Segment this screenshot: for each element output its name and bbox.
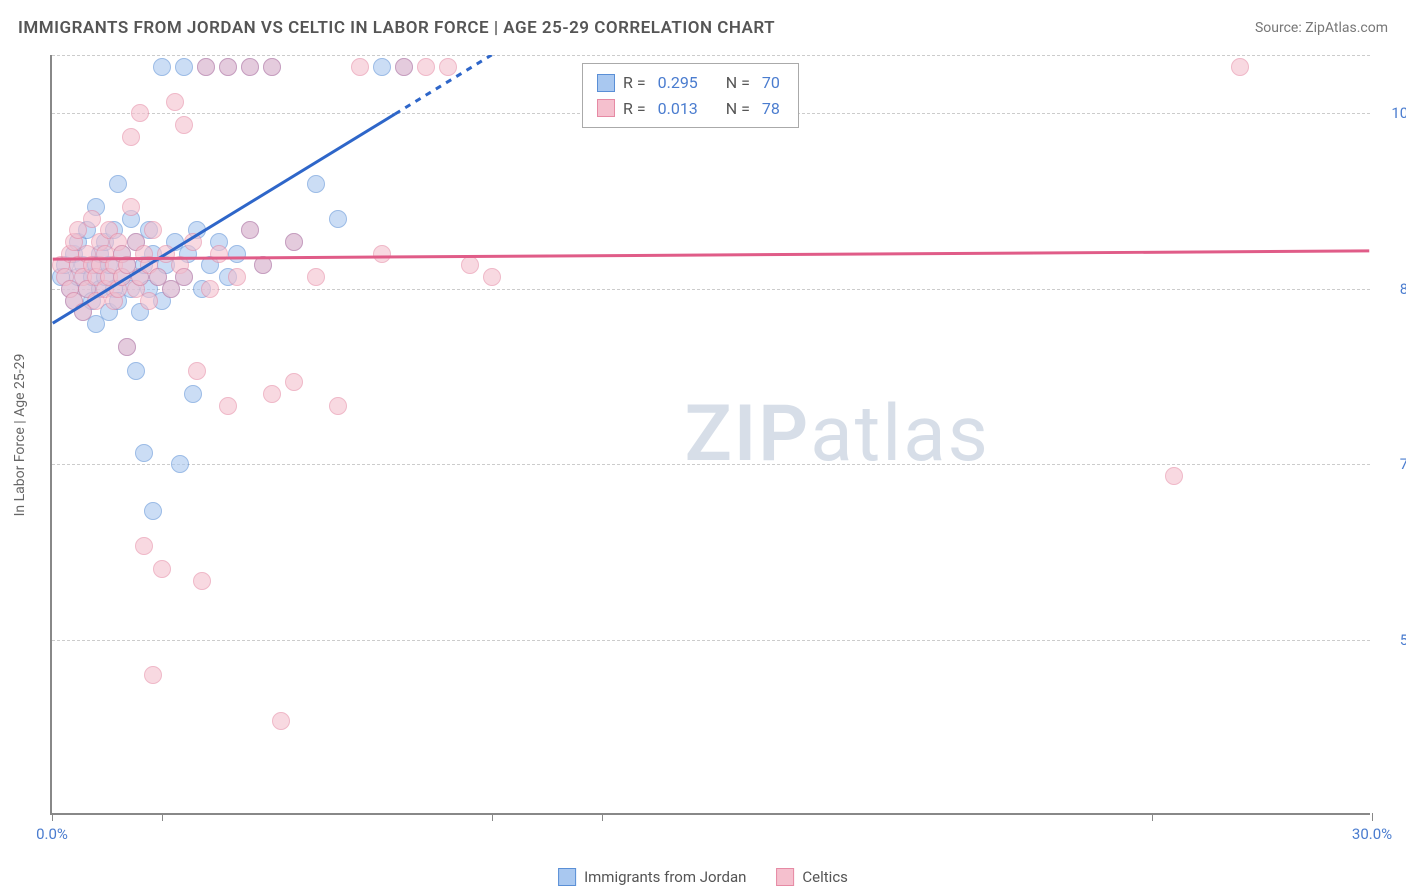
data-point-series-1 xyxy=(175,268,193,286)
r-value-0: 0.295 xyxy=(658,70,698,96)
data-point-series-1 xyxy=(483,268,501,286)
data-point-series-1 xyxy=(461,256,479,274)
x-tick xyxy=(52,813,53,821)
data-point-series-1 xyxy=(122,128,140,146)
data-point-series-0 xyxy=(329,210,347,228)
data-point-series-1 xyxy=(285,233,303,251)
x-tick-label: 0.0% xyxy=(36,825,68,843)
x-tick xyxy=(1152,813,1153,821)
trendlines-svg xyxy=(52,55,1370,813)
data-point-series-1 xyxy=(219,397,237,415)
stats-legend-row-1: R = 0.013 N = 78 xyxy=(597,96,784,122)
source-prefix: Source: xyxy=(1255,20,1305,36)
x-tick xyxy=(492,813,493,821)
watermark: ZIPatlas xyxy=(685,389,990,480)
data-point-series-1 xyxy=(263,385,281,403)
bottom-legend-item-1: Celtics xyxy=(776,868,848,886)
data-point-series-0 xyxy=(144,502,162,520)
data-point-series-1 xyxy=(188,362,206,380)
swatch-series-1-icon xyxy=(776,868,794,886)
data-point-series-1 xyxy=(210,245,228,263)
data-point-series-0 xyxy=(175,58,193,76)
gridline-h xyxy=(52,289,1370,290)
chart-title: IMMIGRANTS FROM JORDAN VS CELTIC IN LABO… xyxy=(18,18,775,38)
data-point-series-1 xyxy=(83,210,101,228)
data-point-series-1 xyxy=(439,58,457,76)
scatter-plot: ZIPatlas R = 0.295 N = 70 R = 0.013 N = … xyxy=(50,55,1370,815)
source-attribution: Source: ZipAtlas.com xyxy=(1255,20,1388,36)
chart-area: In Labor Force | Age 25-29 ZIPatlas R = … xyxy=(50,55,1370,815)
data-point-series-1 xyxy=(351,58,369,76)
gridline-h xyxy=(52,464,1370,465)
data-point-series-1 xyxy=(254,256,272,274)
gridline-h xyxy=(52,55,1370,56)
data-point-series-0 xyxy=(153,58,171,76)
data-point-series-0 xyxy=(373,58,391,76)
data-point-series-1 xyxy=(272,712,290,730)
chart-header: IMMIGRANTS FROM JORDAN VS CELTIC IN LABO… xyxy=(18,18,1388,38)
data-point-series-1 xyxy=(131,104,149,122)
n-label: N = xyxy=(726,96,750,122)
n-value-0: 70 xyxy=(762,70,780,96)
gridline-h xyxy=(52,640,1370,641)
swatch-series-0 xyxy=(597,74,615,92)
r-label: R = xyxy=(623,96,646,122)
y-tick-label: 70.0% xyxy=(1380,455,1406,473)
data-point-series-1 xyxy=(241,58,259,76)
data-point-series-1 xyxy=(140,292,158,310)
data-point-series-1 xyxy=(241,221,259,239)
r-value-1: 0.013 xyxy=(658,96,698,122)
data-point-series-0 xyxy=(109,175,127,193)
x-tick xyxy=(1372,813,1373,821)
data-point-series-1 xyxy=(417,58,435,76)
data-point-series-0 xyxy=(171,455,189,473)
data-point-series-0 xyxy=(184,385,202,403)
data-point-series-1 xyxy=(135,537,153,555)
swatch-series-0-icon xyxy=(558,868,576,886)
series-0-name: Immigrants from Jordan xyxy=(584,868,746,886)
data-point-series-1 xyxy=(166,93,184,111)
data-point-series-1 xyxy=(263,58,281,76)
data-point-series-1 xyxy=(228,268,246,286)
stats-legend: R = 0.295 N = 70 R = 0.013 N = 78 xyxy=(582,63,799,128)
data-point-series-1 xyxy=(373,245,391,263)
n-value-1: 78 xyxy=(762,96,780,122)
data-point-series-1 xyxy=(118,338,136,356)
data-point-series-1 xyxy=(144,666,162,684)
x-tick xyxy=(602,813,603,821)
data-point-series-1 xyxy=(184,233,202,251)
data-point-series-1 xyxy=(144,221,162,239)
source-name: ZipAtlas.com xyxy=(1305,20,1388,36)
data-point-series-1 xyxy=(122,198,140,216)
y-tick-label: 55.0% xyxy=(1380,631,1406,649)
stats-legend-row-0: R = 0.295 N = 70 xyxy=(597,70,784,96)
data-point-series-1 xyxy=(219,58,237,76)
data-point-series-0 xyxy=(307,175,325,193)
r-label: R = xyxy=(623,70,646,96)
data-point-series-1 xyxy=(1231,58,1249,76)
data-point-series-1 xyxy=(307,268,325,286)
data-point-series-0 xyxy=(135,444,153,462)
data-point-series-1 xyxy=(395,58,413,76)
data-point-series-0 xyxy=(228,245,246,263)
data-point-series-1 xyxy=(1165,467,1183,485)
data-point-series-0 xyxy=(127,362,145,380)
bottom-legend-item-0: Immigrants from Jordan xyxy=(558,868,746,886)
swatch-series-1 xyxy=(597,99,615,117)
data-point-series-1 xyxy=(285,373,303,391)
y-tick-label: 85.0% xyxy=(1380,280,1406,298)
x-tick xyxy=(162,813,163,821)
y-tick-label: 100.0% xyxy=(1380,104,1406,122)
data-point-series-1 xyxy=(153,560,171,578)
n-label: N = xyxy=(726,70,750,96)
series-1-name: Celtics xyxy=(802,868,848,886)
data-point-series-1 xyxy=(197,58,215,76)
data-point-series-1 xyxy=(201,280,219,298)
y-axis-label: In Labor Force | Age 25-29 xyxy=(12,354,28,517)
x-tick-label: 30.0% xyxy=(1352,825,1392,843)
data-point-series-1 xyxy=(193,572,211,590)
bottom-legend: Immigrants from Jordan Celtics xyxy=(558,868,848,886)
data-point-series-1 xyxy=(329,397,347,415)
data-point-series-1 xyxy=(175,116,193,134)
